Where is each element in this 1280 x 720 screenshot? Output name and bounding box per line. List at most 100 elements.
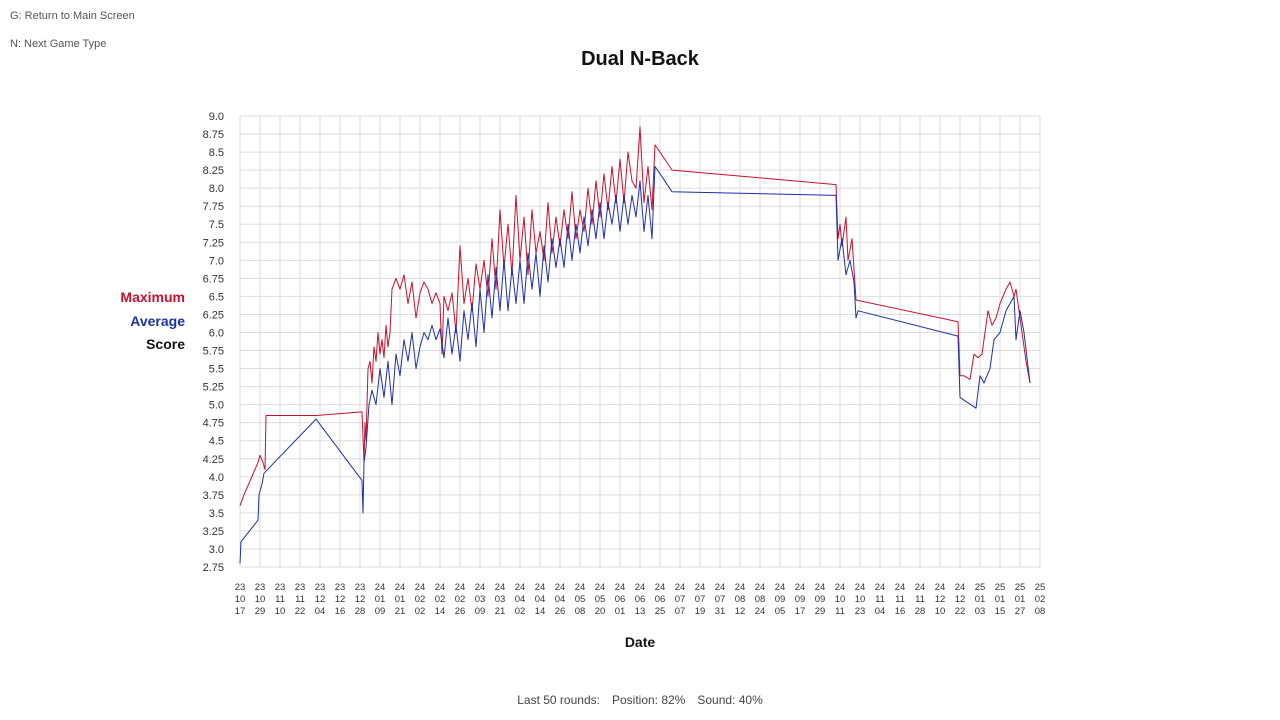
x-axis-label: Date: [625, 634, 656, 650]
x-tick-label: 06: [615, 594, 626, 605]
x-tick-label: 24: [535, 582, 546, 593]
x-tick-label: 13: [635, 606, 646, 617]
x-tick-label: 24: [555, 582, 566, 593]
x-tick-label: 23: [235, 582, 246, 593]
legend: Maximum Average Score: [80, 286, 185, 357]
x-tick-label: 24: [495, 582, 506, 593]
x-tick-label: 28: [915, 606, 926, 617]
x-tick-label: 12: [355, 594, 366, 605]
y-tick-label: 3.5: [209, 508, 224, 520]
return-main-hint: G: Return to Main Screen: [10, 10, 135, 22]
y-tick-label: 6.25: [203, 309, 224, 321]
y-tick-label: 8.0: [209, 183, 224, 195]
legend-score: Score: [146, 336, 185, 352]
x-tick-label: 01: [395, 594, 406, 605]
x-tick-label: 24: [715, 582, 726, 593]
x-tick-label: 17: [795, 606, 806, 617]
x-tick-label: 03: [475, 594, 486, 605]
x-tick-label: 20: [595, 606, 606, 617]
x-tick-label: 09: [815, 594, 826, 605]
x-tick-label: 14: [535, 606, 546, 617]
footer-sound: Sound: 40%: [697, 693, 763, 707]
x-tick-label: 11: [895, 594, 905, 605]
x-tick-label: 24: [915, 582, 926, 593]
x-tick-label: 24: [435, 582, 446, 593]
y-tick-label: 6.0: [209, 327, 224, 339]
x-tick-label: 04: [875, 606, 886, 617]
x-tick-label: 23: [355, 582, 366, 593]
page-title: Dual N-Back: [581, 48, 699, 70]
x-tick-label: 24: [515, 582, 526, 593]
y-tick-label: 7.0: [209, 255, 224, 267]
x-tick-label: 21: [495, 606, 506, 617]
x-tick-label: 24: [815, 582, 826, 593]
score-chart: 2.75 3.0 3.25 3.5 3.75 4.0 4.25 4.5 4.75 5.0 5.25 5…: [203, 111, 1046, 650]
y-tick-label: 4.25: [203, 454, 224, 466]
x-tick-label: 07: [715, 594, 726, 605]
x-tick-label: 24: [875, 582, 886, 593]
y-tick-label: 3.75: [203, 490, 224, 502]
x-tick-label: 24: [895, 582, 906, 593]
x-tick-label: 10: [255, 594, 266, 605]
x-tick-label: 25: [655, 606, 666, 617]
x-axis-ticks: 2310172310292311102311222312042312162312…: [235, 582, 1046, 617]
x-tick-label: 01: [975, 594, 986, 605]
x-tick-label: 12: [335, 594, 346, 605]
y-tick-label: 2.75: [203, 562, 224, 574]
x-tick-label: 04: [535, 594, 546, 605]
x-tick-label: 12: [735, 606, 746, 617]
x-tick-label: 23: [315, 582, 326, 593]
x-tick-label: 10: [835, 594, 846, 605]
x-tick-label: 06: [635, 594, 646, 605]
x-tick-label: 02: [415, 606, 426, 617]
x-tick-label: 24: [415, 582, 426, 593]
x-tick-label: 04: [555, 594, 566, 605]
x-tick-label: 08: [735, 594, 746, 605]
x-tick-label: 01: [1015, 594, 1026, 605]
legend-average: Average: [130, 312, 185, 329]
x-tick-label: 02: [1035, 594, 1046, 605]
x-tick-label: 02: [455, 594, 466, 605]
series-average-line: [239, 166, 1031, 564]
x-tick-label: 02: [415, 594, 426, 605]
x-tick-label: 23: [335, 582, 346, 593]
y-tick-label: 5.75: [203, 346, 224, 358]
x-tick-label: 05: [595, 594, 606, 605]
x-tick-label: 24: [475, 582, 486, 593]
x-tick-label: 12: [315, 594, 326, 605]
x-tick-label: 05: [775, 606, 786, 617]
x-tick-label: 22: [955, 606, 966, 617]
x-tick-label: 16: [335, 606, 346, 617]
x-tick-label: 09: [375, 606, 386, 617]
y-tick-label: 4.75: [203, 418, 224, 430]
x-tick-label: 23: [295, 582, 306, 593]
x-tick-label: 03: [975, 606, 986, 617]
y-tick-label: 7.25: [203, 237, 224, 249]
x-tick-label: 03: [495, 594, 506, 605]
footer-last-rounds: Last 50 rounds:: [517, 693, 600, 707]
x-tick-label: 11: [875, 594, 885, 605]
y-tick-label: 7.5: [209, 219, 224, 231]
x-tick-label: 31: [715, 606, 726, 617]
x-tick-label: 24: [955, 582, 966, 593]
y-tick-label: 5.0: [209, 400, 224, 412]
x-tick-label: 12: [955, 594, 966, 605]
y-axis-ticks: 2.75 3.0 3.25 3.5 3.75 4.0 4.25 4.5 4.75 5.0 5.25 5…: [203, 111, 224, 574]
x-tick-label: 23: [255, 582, 266, 593]
chart-grid: [239, 115, 1041, 568]
y-tick-label: 7.75: [203, 201, 224, 213]
x-tick-label: 24: [635, 582, 646, 593]
y-tick-label: 8.25: [203, 165, 224, 177]
x-tick-label: 01: [375, 594, 386, 605]
x-tick-label: 26: [555, 606, 566, 617]
y-tick-label: 4.5: [209, 436, 224, 448]
x-tick-label: 09: [775, 594, 786, 605]
x-tick-label: 24: [855, 582, 866, 593]
x-tick-label: 24: [655, 582, 666, 593]
x-tick-label: 10: [935, 606, 946, 617]
x-tick-label: 24: [595, 582, 606, 593]
x-tick-label: 01: [995, 594, 1006, 605]
x-tick-label: 08: [575, 606, 586, 617]
x-tick-label: 27: [1015, 606, 1026, 617]
x-tick-label: 10: [275, 606, 286, 617]
